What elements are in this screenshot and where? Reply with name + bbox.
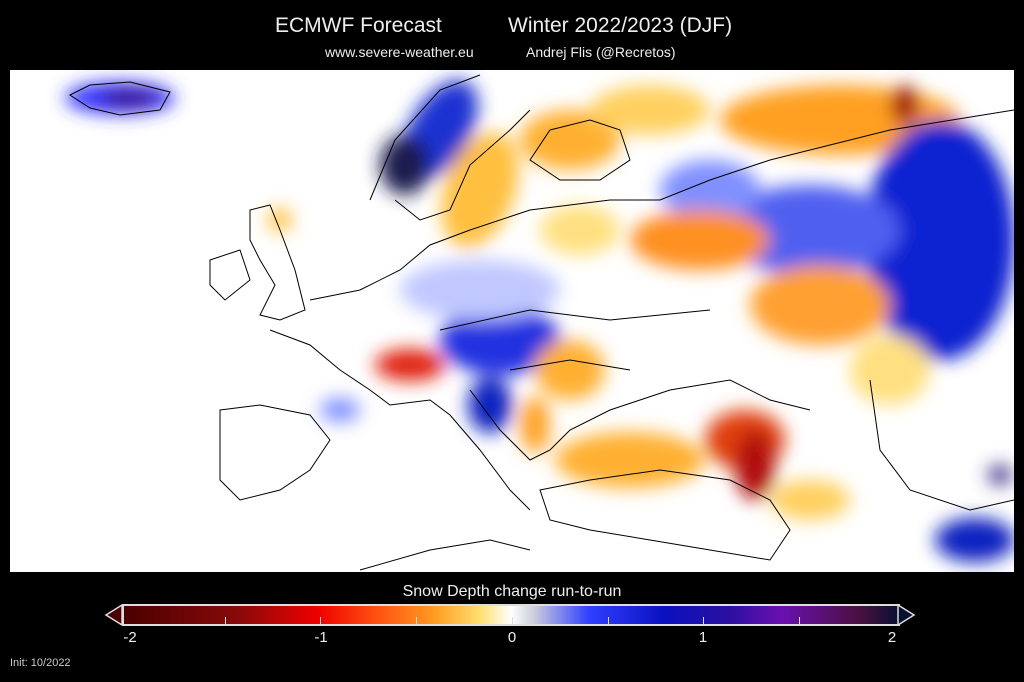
title-season: Winter 2022/2023 (DJF) [508, 14, 733, 37]
colorbar-label: -2 [123, 629, 137, 646]
snow-depth-map [10, 70, 1014, 572]
colorbar-tick [512, 617, 513, 624]
colorbar-minor-tick [799, 617, 800, 624]
author-credit: Andrej Flis (@Recretos) [526, 44, 676, 60]
colorbar-label: -1 [314, 629, 328, 646]
colorbar-label: 0 [507, 629, 517, 646]
colorbar-label: 1 [698, 629, 708, 646]
colorbar-minor-tick [608, 617, 609, 624]
website-credit: www.severe-weather.eu [325, 44, 474, 60]
colorbar-tick [320, 617, 321, 624]
colorbar-label: 2 [887, 629, 897, 646]
colorbar-max-arrow-icon [897, 604, 916, 626]
colorbar-tick [703, 617, 704, 624]
anomaly-field [65, 80, 1014, 562]
colorbar-min-arrow-icon [104, 604, 123, 626]
colorbar [122, 604, 900, 626]
init-date: Init: 10/2022 [10, 657, 71, 669]
colorbar-minor-tick [416, 617, 417, 624]
colorbar-title: Snow Depth change run-to-run [402, 583, 622, 600]
title-model: ECMWF Forecast [275, 14, 442, 37]
coastlines-borders [68, 74, 1014, 571]
colorbar-minor-tick [225, 617, 226, 624]
